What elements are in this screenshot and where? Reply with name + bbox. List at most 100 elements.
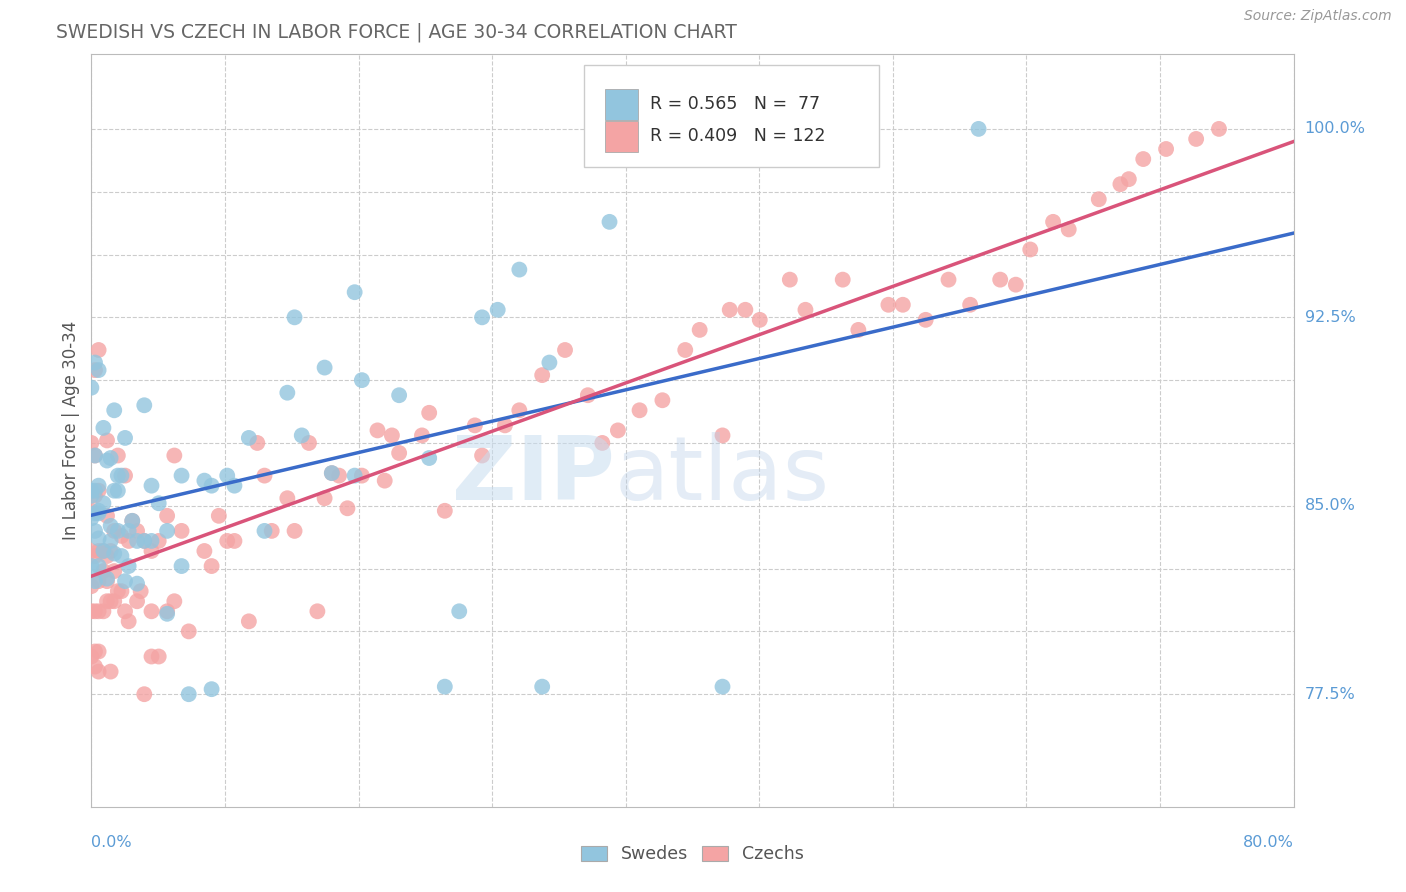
- Point: [107, 468, 129, 483]
- Point: [148, 533, 170, 548]
- Point: [87, 506, 110, 520]
- Point: [100, 594, 122, 608]
- Point: [84, 659, 107, 673]
- Point: [388, 446, 411, 460]
- Point: [388, 388, 411, 402]
- Point: [967, 122, 990, 136]
- Point: [336, 501, 359, 516]
- Point: [938, 273, 960, 287]
- Point: [93, 564, 115, 578]
- Point: [1132, 152, 1154, 166]
- Point: [471, 449, 494, 463]
- Point: [314, 491, 336, 506]
- Point: [718, 302, 741, 317]
- Point: [93, 604, 115, 618]
- Point: [343, 468, 366, 483]
- Point: [170, 524, 193, 538]
- Point: [1004, 277, 1026, 292]
- Point: [96, 549, 118, 563]
- Point: [80, 504, 103, 518]
- Point: [321, 466, 343, 480]
- Point: [80, 649, 103, 664]
- Point: [1208, 122, 1230, 136]
- Point: [84, 363, 107, 377]
- Point: [103, 483, 125, 498]
- Point: [103, 547, 125, 561]
- Point: [794, 302, 817, 317]
- Point: [110, 529, 132, 543]
- Point: [591, 436, 613, 450]
- Point: [96, 594, 118, 608]
- Point: [877, 298, 900, 312]
- Point: [107, 524, 129, 538]
- FancyBboxPatch shape: [605, 120, 638, 153]
- Point: [87, 504, 110, 518]
- Point: [531, 368, 554, 383]
- Point: [129, 584, 152, 599]
- Point: [224, 478, 246, 492]
- Point: [141, 649, 163, 664]
- Point: [87, 483, 110, 498]
- Point: [100, 519, 122, 533]
- Point: [103, 594, 125, 608]
- Point: [471, 310, 494, 325]
- Point: [156, 524, 179, 538]
- Point: [163, 449, 186, 463]
- Point: [125, 533, 148, 548]
- Point: [125, 576, 148, 591]
- Point: [118, 615, 141, 629]
- Point: [328, 468, 350, 483]
- Point: [110, 549, 132, 563]
- Point: [84, 449, 107, 463]
- Text: R = 0.565   N =  77: R = 0.565 N = 77: [651, 95, 821, 113]
- Point: [118, 524, 141, 538]
- Text: R = 0.409   N = 122: R = 0.409 N = 122: [651, 128, 825, 145]
- Point: [103, 524, 125, 538]
- Point: [350, 468, 373, 483]
- FancyBboxPatch shape: [585, 65, 879, 167]
- Point: [343, 285, 366, 300]
- Point: [246, 436, 269, 450]
- Point: [156, 604, 179, 618]
- Point: [253, 468, 276, 483]
- Point: [87, 559, 110, 574]
- Point: [125, 594, 148, 608]
- Point: [96, 574, 118, 589]
- Point: [84, 355, 107, 369]
- Point: [208, 508, 231, 523]
- Point: [80, 436, 103, 450]
- Point: [576, 388, 599, 402]
- Point: [253, 524, 276, 538]
- Point: [141, 478, 163, 492]
- Point: [418, 450, 440, 465]
- Point: [1057, 222, 1080, 236]
- Point: [110, 468, 132, 483]
- Point: [141, 604, 163, 618]
- Point: [84, 449, 107, 463]
- Point: [156, 508, 179, 523]
- Point: [1109, 177, 1132, 191]
- Text: Source: ZipAtlas.com: Source: ZipAtlas.com: [1244, 9, 1392, 23]
- Text: atlas: atlas: [614, 432, 830, 519]
- Point: [93, 421, 115, 435]
- Point: [418, 406, 440, 420]
- Point: [134, 533, 156, 548]
- Point: [201, 559, 224, 574]
- Point: [84, 483, 107, 498]
- Point: [114, 431, 136, 445]
- Point: [110, 584, 132, 599]
- Point: [651, 393, 673, 408]
- Point: [87, 644, 110, 658]
- Point: [411, 428, 433, 442]
- Point: [134, 687, 156, 701]
- Point: [107, 584, 129, 599]
- Point: [93, 544, 115, 558]
- Point: [87, 478, 110, 492]
- Point: [734, 302, 756, 317]
- Point: [96, 453, 118, 467]
- Point: [350, 373, 373, 387]
- Point: [464, 418, 486, 433]
- Text: 0.0%: 0.0%: [91, 835, 132, 850]
- Point: [314, 360, 336, 375]
- Point: [84, 489, 107, 503]
